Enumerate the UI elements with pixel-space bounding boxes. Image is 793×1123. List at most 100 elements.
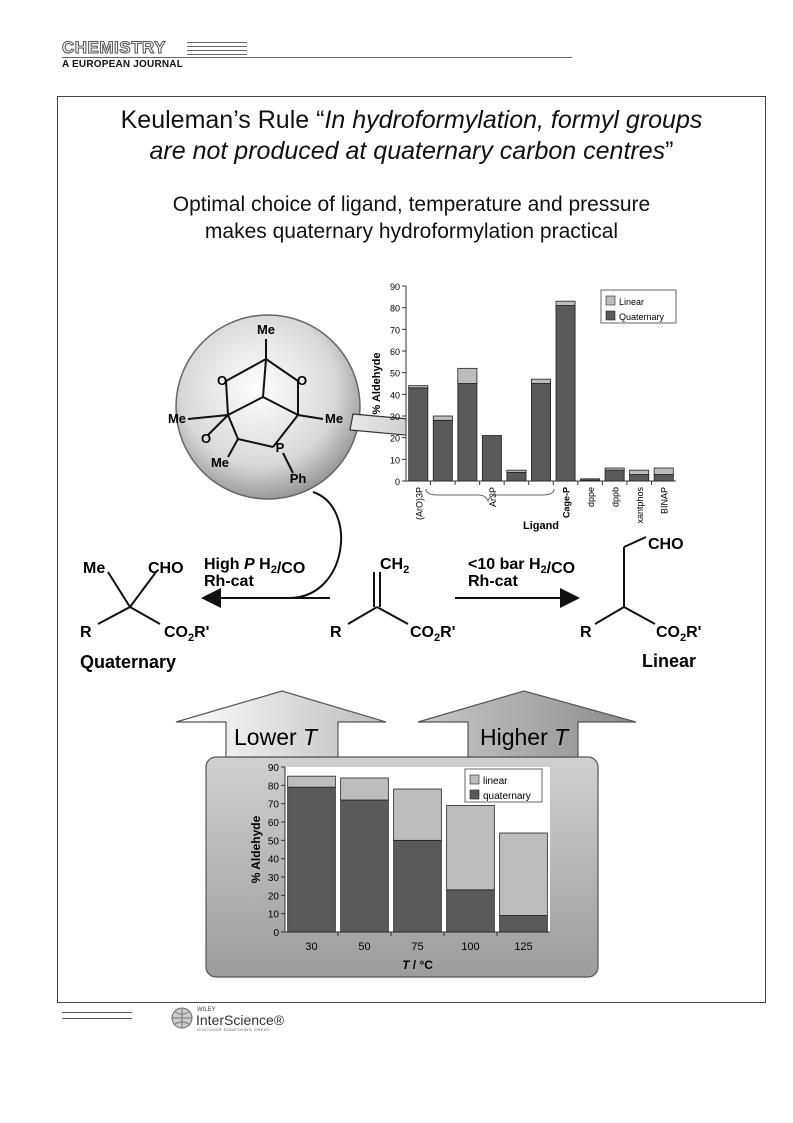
title-line-2: are not produced at quaternary carbon ce… <box>149 137 674 165</box>
bar-linear <box>408 385 429 389</box>
legend-label-linear: Linear <box>619 297 644 307</box>
bar-quaternary <box>629 474 650 482</box>
x-axis-label: Ligand <box>523 520 559 532</box>
publisher-tagline: DISCOVER SOMETHING GREAT <box>197 1027 270 1032</box>
legend-swatch-linear <box>605 295 616 306</box>
lower-t-label: Lower T <box>234 724 319 750</box>
bar-quaternary <box>340 799 389 933</box>
ligand-ph: Ph <box>290 471 307 486</box>
ligand-o-2: O <box>297 373 307 388</box>
right-condition-2: Rh-cat <box>468 573 518 590</box>
y-tick-label: 20 <box>268 891 280 902</box>
legend-label-quaternary: quaternary <box>483 791 531 802</box>
bar-quaternary <box>499 915 548 933</box>
x-tick-label: 100 <box>461 941 479 953</box>
bar-linear <box>629 469 650 475</box>
bar-linear <box>580 478 601 481</box>
header-rule <box>62 57 572 58</box>
curved-connector <box>289 491 343 599</box>
logo-lines <box>187 42 247 58</box>
bar-quaternary <box>531 383 551 482</box>
legend-label-linear: linear <box>483 776 508 787</box>
ligand-group-bracket <box>425 488 555 503</box>
journal-subtitle: A EUROPEAN JOURNAL <box>62 59 184 70</box>
temperature-chart: 0 10 20 30 40 50 60 70 80 90 30 50 75 100 125 % Aldehyd… <box>249 763 550 972</box>
bar-quaternary <box>457 383 478 482</box>
bar-linear <box>457 367 478 384</box>
alkene-ch2: CH2 <box>380 556 409 576</box>
quat-co2r: CO2R' <box>164 624 209 644</box>
ligand-me-top: Me <box>257 322 275 337</box>
y-tick-label: 10 <box>390 455 400 465</box>
ligand-p: P <box>276 440 285 455</box>
ligand-chart: 0 10 20 30 40 50 60 70 80 90 (ArO)3P Ar3P Cage-P dppe… <box>371 282 677 532</box>
ligand-o-1: O <box>217 373 227 388</box>
x-tick-label: 75 <box>411 941 423 953</box>
bar-linear <box>653 467 674 475</box>
y-tick-label: 90 <box>390 282 400 292</box>
y-tick-label: 90 <box>268 763 280 774</box>
x-tick-label: Ar3P <box>488 487 498 507</box>
y-axis-label: % Aldehyde <box>249 815 263 883</box>
subtitle-line-2: makes quaternary hydroformylation practi… <box>204 220 619 243</box>
x-tick-label: dppe <box>586 487 596 507</box>
linear-co2r: CO2R' <box>656 624 701 644</box>
y-tick-label: 30 <box>268 873 280 884</box>
bar-linear <box>287 775 336 788</box>
linear-r: R <box>580 624 592 641</box>
bar-quaternary <box>604 469 625 482</box>
higher-t-arrow <box>417 690 637 758</box>
y-tick-label: 80 <box>390 304 400 314</box>
legend-swatch-linear <box>469 774 480 785</box>
y-tick-label: 60 <box>268 818 280 829</box>
journal-name: CHEMISTRY <box>61 38 166 58</box>
quaternary-label: Quaternary <box>80 652 176 672</box>
bar-quaternary <box>287 786 336 933</box>
bar-quaternary <box>555 305 576 482</box>
quat-cho: CHO <box>148 560 184 577</box>
linear-label: Linear <box>642 651 696 671</box>
publisher-small: WILEY <box>197 1007 216 1013</box>
higher-t-label: Higher T <box>480 724 570 750</box>
footer-lines <box>62 1012 132 1024</box>
bar-linear <box>506 469 527 473</box>
reaction-scheme: High P H2/CO Rh-cat <10 bar H2/CO Rh-cat… <box>80 536 701 672</box>
left-condition-2: Rh-cat <box>204 573 254 590</box>
x-tick-label: 30 <box>305 941 317 953</box>
y-tick-label: 50 <box>390 369 400 379</box>
x-tick-label: 50 <box>358 941 370 953</box>
bar-linear <box>555 300 576 306</box>
y-tick-label: 60 <box>390 347 400 357</box>
legend-label-quaternary: Quaternary <box>619 312 665 322</box>
bar-quaternary <box>408 387 429 482</box>
figure-graphics: Me O O Me Me O P Me Ph 0 10 20 30 40 50 60 70 80… <box>80 282 701 978</box>
ligand-structure: Me O O Me Me O P Me Ph <box>168 314 361 500</box>
right-condition-1: <10 bar H2/CO <box>468 556 575 577</box>
y-tick-label: 0 <box>395 477 400 487</box>
title-line-1: Keuleman’s Rule “In hydroformylation, fo… <box>120 106 703 134</box>
quat-me: Me <box>83 560 105 577</box>
y-axis-label: % Aldehyde <box>371 353 383 415</box>
publisher-name: InterScience® <box>196 1012 285 1028</box>
y-tick-label: 10 <box>268 910 280 921</box>
bar-linear <box>340 777 389 801</box>
ligand-me-left: Me <box>168 411 186 426</box>
bar-quaternary <box>432 419 453 482</box>
bar-linear <box>393 788 442 841</box>
alkene-co2r: CO2R' <box>410 624 455 644</box>
quat-r: R <box>80 624 92 641</box>
bar-quaternary <box>446 889 495 933</box>
linear-cho: CHO <box>648 536 684 553</box>
y-tick-label: 0 <box>273 928 279 939</box>
temperature-section: Lower T Higher T 0 10 20 30 40 50 60 70 80 90 30 50… <box>175 690 637 978</box>
x-tick-label: BINAP <box>660 487 670 514</box>
figure-subtitle: Optimal choice of ligand, temperature an… <box>58 191 765 245</box>
ligand-me-right: Me <box>325 411 343 426</box>
x-tick-label: xantphos <box>635 487 645 524</box>
bar-quaternary <box>481 435 502 482</box>
figure-title: Keuleman’s Rule “In hydroformylation, fo… <box>58 105 765 167</box>
bar-linear <box>531 378 551 384</box>
bar-linear <box>604 467 625 471</box>
y-tick-label: 70 <box>390 325 400 335</box>
x-tick-label: Cage-P <box>562 487 572 518</box>
